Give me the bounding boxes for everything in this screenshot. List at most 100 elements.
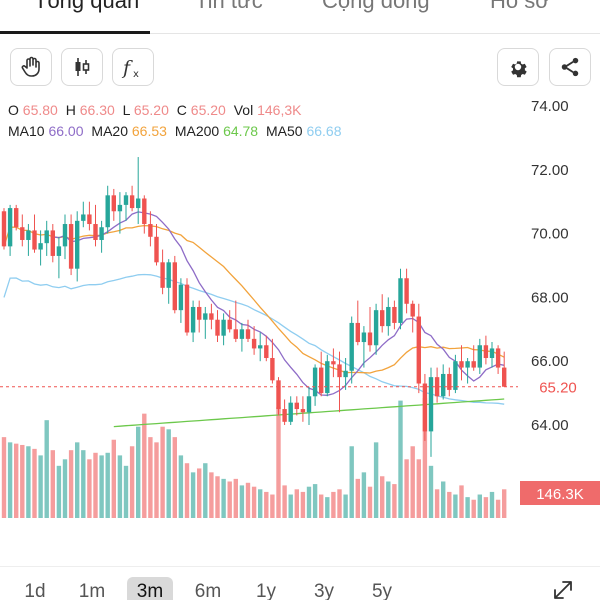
volume-bar (355, 478, 360, 518)
range-3m[interactable]: 3m (127, 577, 173, 600)
volume-bar (111, 439, 116, 518)
candle-body (471, 361, 476, 368)
candle-body (349, 322, 354, 371)
volume-bar (75, 442, 80, 518)
low-key: L (122, 102, 130, 118)
ma200-value: 64.78 (223, 123, 259, 139)
volume-bar (477, 494, 482, 518)
candle-body (416, 316, 421, 384)
volume-label-bg (520, 481, 600, 505)
range-1d[interactable]: 1d (24, 581, 46, 600)
candle-body (410, 303, 415, 317)
tab-overview[interactable]: Tổng quan (34, 0, 140, 13)
volume-bar (221, 478, 226, 518)
range-3y[interactable]: 3y (313, 581, 335, 600)
candle-body (361, 332, 367, 343)
range-5y[interactable]: 5y (371, 581, 393, 600)
volume-bar (422, 398, 428, 518)
candle-body (434, 377, 440, 397)
volume-bar (270, 494, 275, 518)
price-chart[interactable]: 65.20 74.00 72.00 70.00 68.00 66.00 64.00 146.3… (0, 95, 600, 525)
candle-body (111, 195, 116, 212)
volume-bar (166, 429, 171, 518)
candle-body (203, 313, 208, 320)
candle-body (367, 332, 373, 346)
tab-profile[interactable]: Hồ sơ (490, 0, 550, 13)
volume-bar (434, 489, 440, 518)
tab-news[interactable]: Tin tức (195, 0, 263, 13)
volume-bar (459, 485, 464, 518)
candlestick-icon (75, 58, 90, 76)
range-1m[interactable]: 1m (78, 581, 106, 600)
candle-body (489, 348, 495, 359)
volume-label: 146.3K (536, 486, 584, 503)
volume-bar (276, 407, 281, 518)
chart-type-button[interactable] (61, 48, 103, 86)
candle-body (477, 345, 482, 368)
candle-body (26, 230, 31, 240)
volume-bar (142, 413, 147, 518)
volume-bar (56, 465, 62, 518)
tab-community[interactable]: Cộng đồng (322, 0, 430, 13)
volume-bar (495, 499, 501, 518)
candle-body (373, 310, 379, 346)
volume-bar (44, 420, 49, 518)
range-6m[interactable]: 6m (194, 581, 222, 600)
candle-body (386, 306, 391, 327)
volume-bar (489, 491, 495, 518)
volume-bar (416, 459, 421, 518)
ma10-key: MA10 (8, 123, 45, 139)
range-1y[interactable]: 1y (255, 581, 277, 600)
volume-bar (160, 426, 165, 518)
volume-bar (227, 481, 232, 518)
range-selector: 1d 1m 3m 6m 1y 3y 5y (0, 566, 600, 600)
svg-text:x: x (133, 69, 139, 79)
volume-bar (502, 489, 507, 518)
gear-icon (511, 61, 527, 78)
candle-body (270, 358, 275, 381)
volume-bar (81, 450, 86, 518)
candle-body (209, 313, 214, 320)
candle-body (81, 214, 86, 221)
high-key: H (65, 102, 76, 118)
candle-body (184, 284, 190, 333)
candle-body (75, 220, 80, 269)
volume-bar (264, 491, 269, 518)
chart-settings-button[interactable] (497, 48, 539, 86)
candle-body (44, 230, 49, 244)
drawing-tool-button[interactable] (10, 48, 52, 86)
volume-bar (1, 437, 7, 518)
volume-bar (343, 494, 348, 518)
share-button[interactable] (549, 48, 591, 86)
volume-bar (386, 481, 391, 518)
volume-bar (465, 497, 470, 518)
volume-bar (26, 446, 31, 518)
candle-body (142, 198, 147, 225)
candle-body (422, 383, 428, 432)
ma10-value: 66.00 (48, 123, 84, 139)
volume-bar (294, 489, 299, 518)
ohlc-legend: O 65.80 H 66.30 L 65.20 C 65.20 Vol 146,… (8, 102, 305, 118)
volume-bar (32, 448, 37, 518)
candle-body (20, 227, 25, 240)
candle-body (483, 345, 489, 359)
volume-bar (282, 485, 287, 518)
candle-body (392, 306, 397, 323)
volume-key: Vol (233, 102, 254, 118)
volume-bar (239, 485, 245, 518)
volume-bar (148, 437, 153, 518)
candle-body (32, 230, 37, 250)
ma200-key: MA200 (174, 123, 220, 139)
candle-body (288, 402, 293, 422)
chart-toolbar: f x (0, 46, 600, 90)
volume-bar (184, 463, 190, 518)
expand-icon[interactable] (552, 579, 574, 600)
volume-bar (20, 444, 25, 518)
share-icon (561, 57, 579, 77)
candle-body (502, 367, 507, 387)
volume-bar (410, 446, 415, 518)
candle-body (1, 211, 7, 247)
candle-body (233, 329, 238, 339)
indicators-button[interactable]: f x (112, 48, 154, 86)
candle-body (319, 367, 324, 394)
